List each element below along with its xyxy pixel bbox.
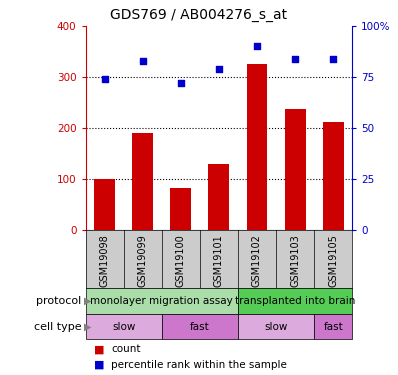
Point [254, 44, 260, 50]
Text: GSM19101: GSM19101 [214, 234, 224, 287]
Text: ■: ■ [94, 360, 104, 370]
Point [292, 56, 298, 62]
Bar [238, 314, 314, 339]
Bar [209, 164, 229, 230]
Text: percentile rank within the sample: percentile rank within the sample [111, 360, 287, 370]
Text: fast: fast [323, 322, 343, 332]
Bar [285, 109, 306, 230]
Bar [86, 314, 162, 339]
Bar [238, 288, 352, 314]
Text: GDS769 / AB004276_s_at: GDS769 / AB004276_s_at [110, 8, 288, 22]
Text: monolayer migration assay: monolayer migration assay [90, 296, 233, 306]
Bar [86, 288, 238, 314]
Point [178, 80, 184, 86]
Point [140, 58, 146, 64]
Point [216, 66, 222, 72]
Bar [314, 314, 352, 339]
Text: GSM19102: GSM19102 [252, 234, 262, 287]
Point [330, 56, 336, 62]
Text: GSM19103: GSM19103 [290, 234, 300, 287]
Text: transplanted into brain: transplanted into brain [235, 296, 355, 306]
Text: fast: fast [190, 322, 210, 332]
Text: slow: slow [112, 322, 135, 332]
Text: ■: ■ [94, 344, 104, 354]
Text: ▶: ▶ [84, 296, 91, 306]
Text: protocol: protocol [36, 296, 82, 306]
Text: cell type: cell type [34, 322, 82, 332]
Text: count: count [111, 344, 141, 354]
Text: GSM19100: GSM19100 [176, 234, 186, 287]
Text: GSM19098: GSM19098 [100, 234, 109, 287]
Text: ▶: ▶ [84, 322, 91, 332]
Bar [94, 179, 115, 230]
Bar [323, 122, 343, 230]
Bar [132, 133, 153, 230]
Bar [162, 314, 238, 339]
Bar [246, 64, 267, 230]
Point [101, 76, 108, 82]
Bar [170, 188, 191, 230]
Text: GSM19099: GSM19099 [138, 234, 148, 287]
Text: GSM19105: GSM19105 [328, 234, 338, 287]
Text: slow: slow [264, 322, 288, 332]
